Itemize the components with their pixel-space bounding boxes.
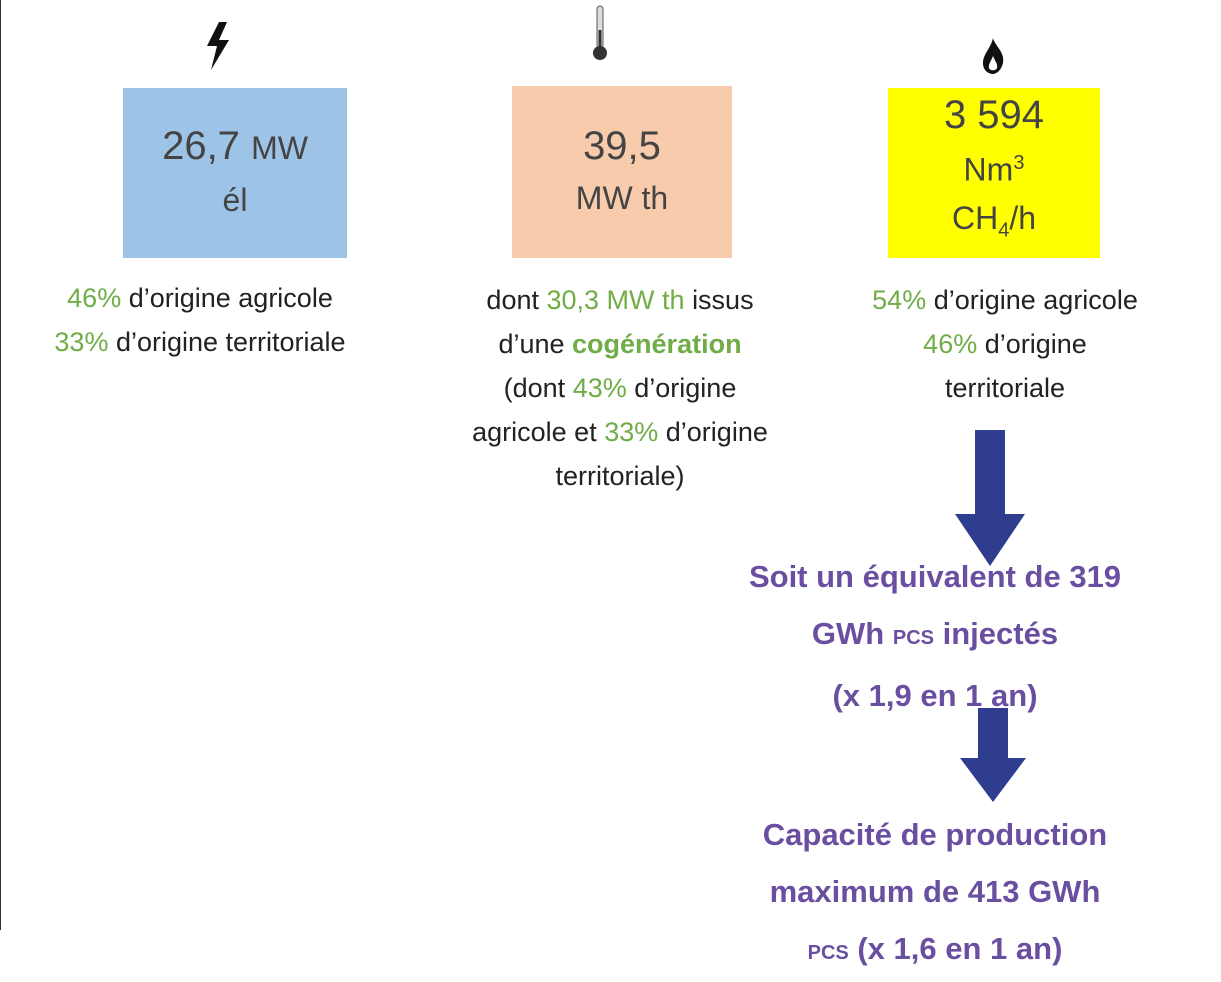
text: maximum de 413 GWh: [769, 874, 1101, 909]
text: territoriale): [555, 461, 685, 491]
thermal-box: 39,5 MW th: [512, 86, 732, 258]
electric-description: 46% d’origine agricole 33% d’origine ter…: [0, 276, 400, 364]
page: 26,7 MW él 39,5 MW th 3 594 Nm3 CH4/h 46…: [0, 0, 1210, 966]
highlight: 54%: [872, 285, 927, 315]
left-border: [0, 0, 1, 930]
value: 3 594: [943, 93, 1045, 138]
thermal-description: dont 30,3 MW th issus d’une cogénération…: [420, 278, 820, 498]
gas-box: 3 594 Nm3 CH4/h: [888, 88, 1100, 258]
formula: /h: [1009, 200, 1037, 237]
subscript: 4: [998, 219, 1010, 242]
flame-icon: [983, 38, 1004, 74]
value: 39,5: [583, 124, 661, 168]
unit: él: [222, 182, 248, 218]
unit: MW th: [575, 180, 669, 216]
highlight: cogénération: [572, 329, 742, 359]
unit: MW: [251, 130, 308, 166]
text: d’origine agricole: [128, 283, 333, 313]
text: agricole et: [472, 417, 597, 447]
text: d’une: [498, 329, 565, 359]
text: dont: [486, 285, 539, 315]
text: d’origine: [984, 329, 1087, 359]
electric-box: 26,7 MW él: [123, 88, 347, 258]
highlight: 33%: [604, 417, 659, 447]
text: (x 1,9 en 1 an): [832, 678, 1038, 713]
down-arrow: [955, 430, 1025, 566]
highlight: 33%: [54, 327, 109, 357]
text: GWh: [811, 616, 885, 651]
formula: CH: [951, 200, 999, 237]
thermometer-icon: [593, 5, 607, 60]
unit: Nm: [963, 152, 1014, 189]
box-line: CH4/h: [952, 194, 1036, 254]
value: 26,7: [162, 124, 240, 168]
lightning-icon: [207, 22, 229, 70]
unit: PCS: [807, 942, 849, 964]
highlight: 43%: [572, 373, 627, 403]
box-line: 26,7 MW: [162, 120, 308, 174]
highlight: 30,3 MW th: [546, 285, 685, 315]
result-injected: Soit un équivalent de 319 GWh PCS inject…: [660, 548, 1210, 724]
unit: PCS: [892, 627, 934, 649]
highlight: 46%: [923, 329, 978, 359]
text: injectés: [942, 616, 1059, 651]
highlight: 46%: [67, 283, 122, 313]
text: d’origine: [634, 373, 737, 403]
text: issus: [692, 285, 754, 315]
box-line: Nm3: [964, 139, 1025, 194]
down-arrow: [960, 708, 1026, 802]
text: (dont: [503, 373, 566, 403]
gas-description: 54% d’origine agricole 46% d’origine ter…: [815, 278, 1195, 410]
text: Soit un équivalent de 319: [748, 559, 1122, 594]
text: d’origine agricole: [933, 285, 1138, 315]
text: territoriale: [944, 373, 1066, 403]
superscript: 3: [1013, 152, 1025, 175]
text: (x 1,6 en 1 an): [857, 931, 1063, 966]
text: d’origine territoriale: [115, 327, 346, 357]
text: Capacité de production: [762, 817, 1108, 852]
text: d’origine: [665, 417, 768, 447]
